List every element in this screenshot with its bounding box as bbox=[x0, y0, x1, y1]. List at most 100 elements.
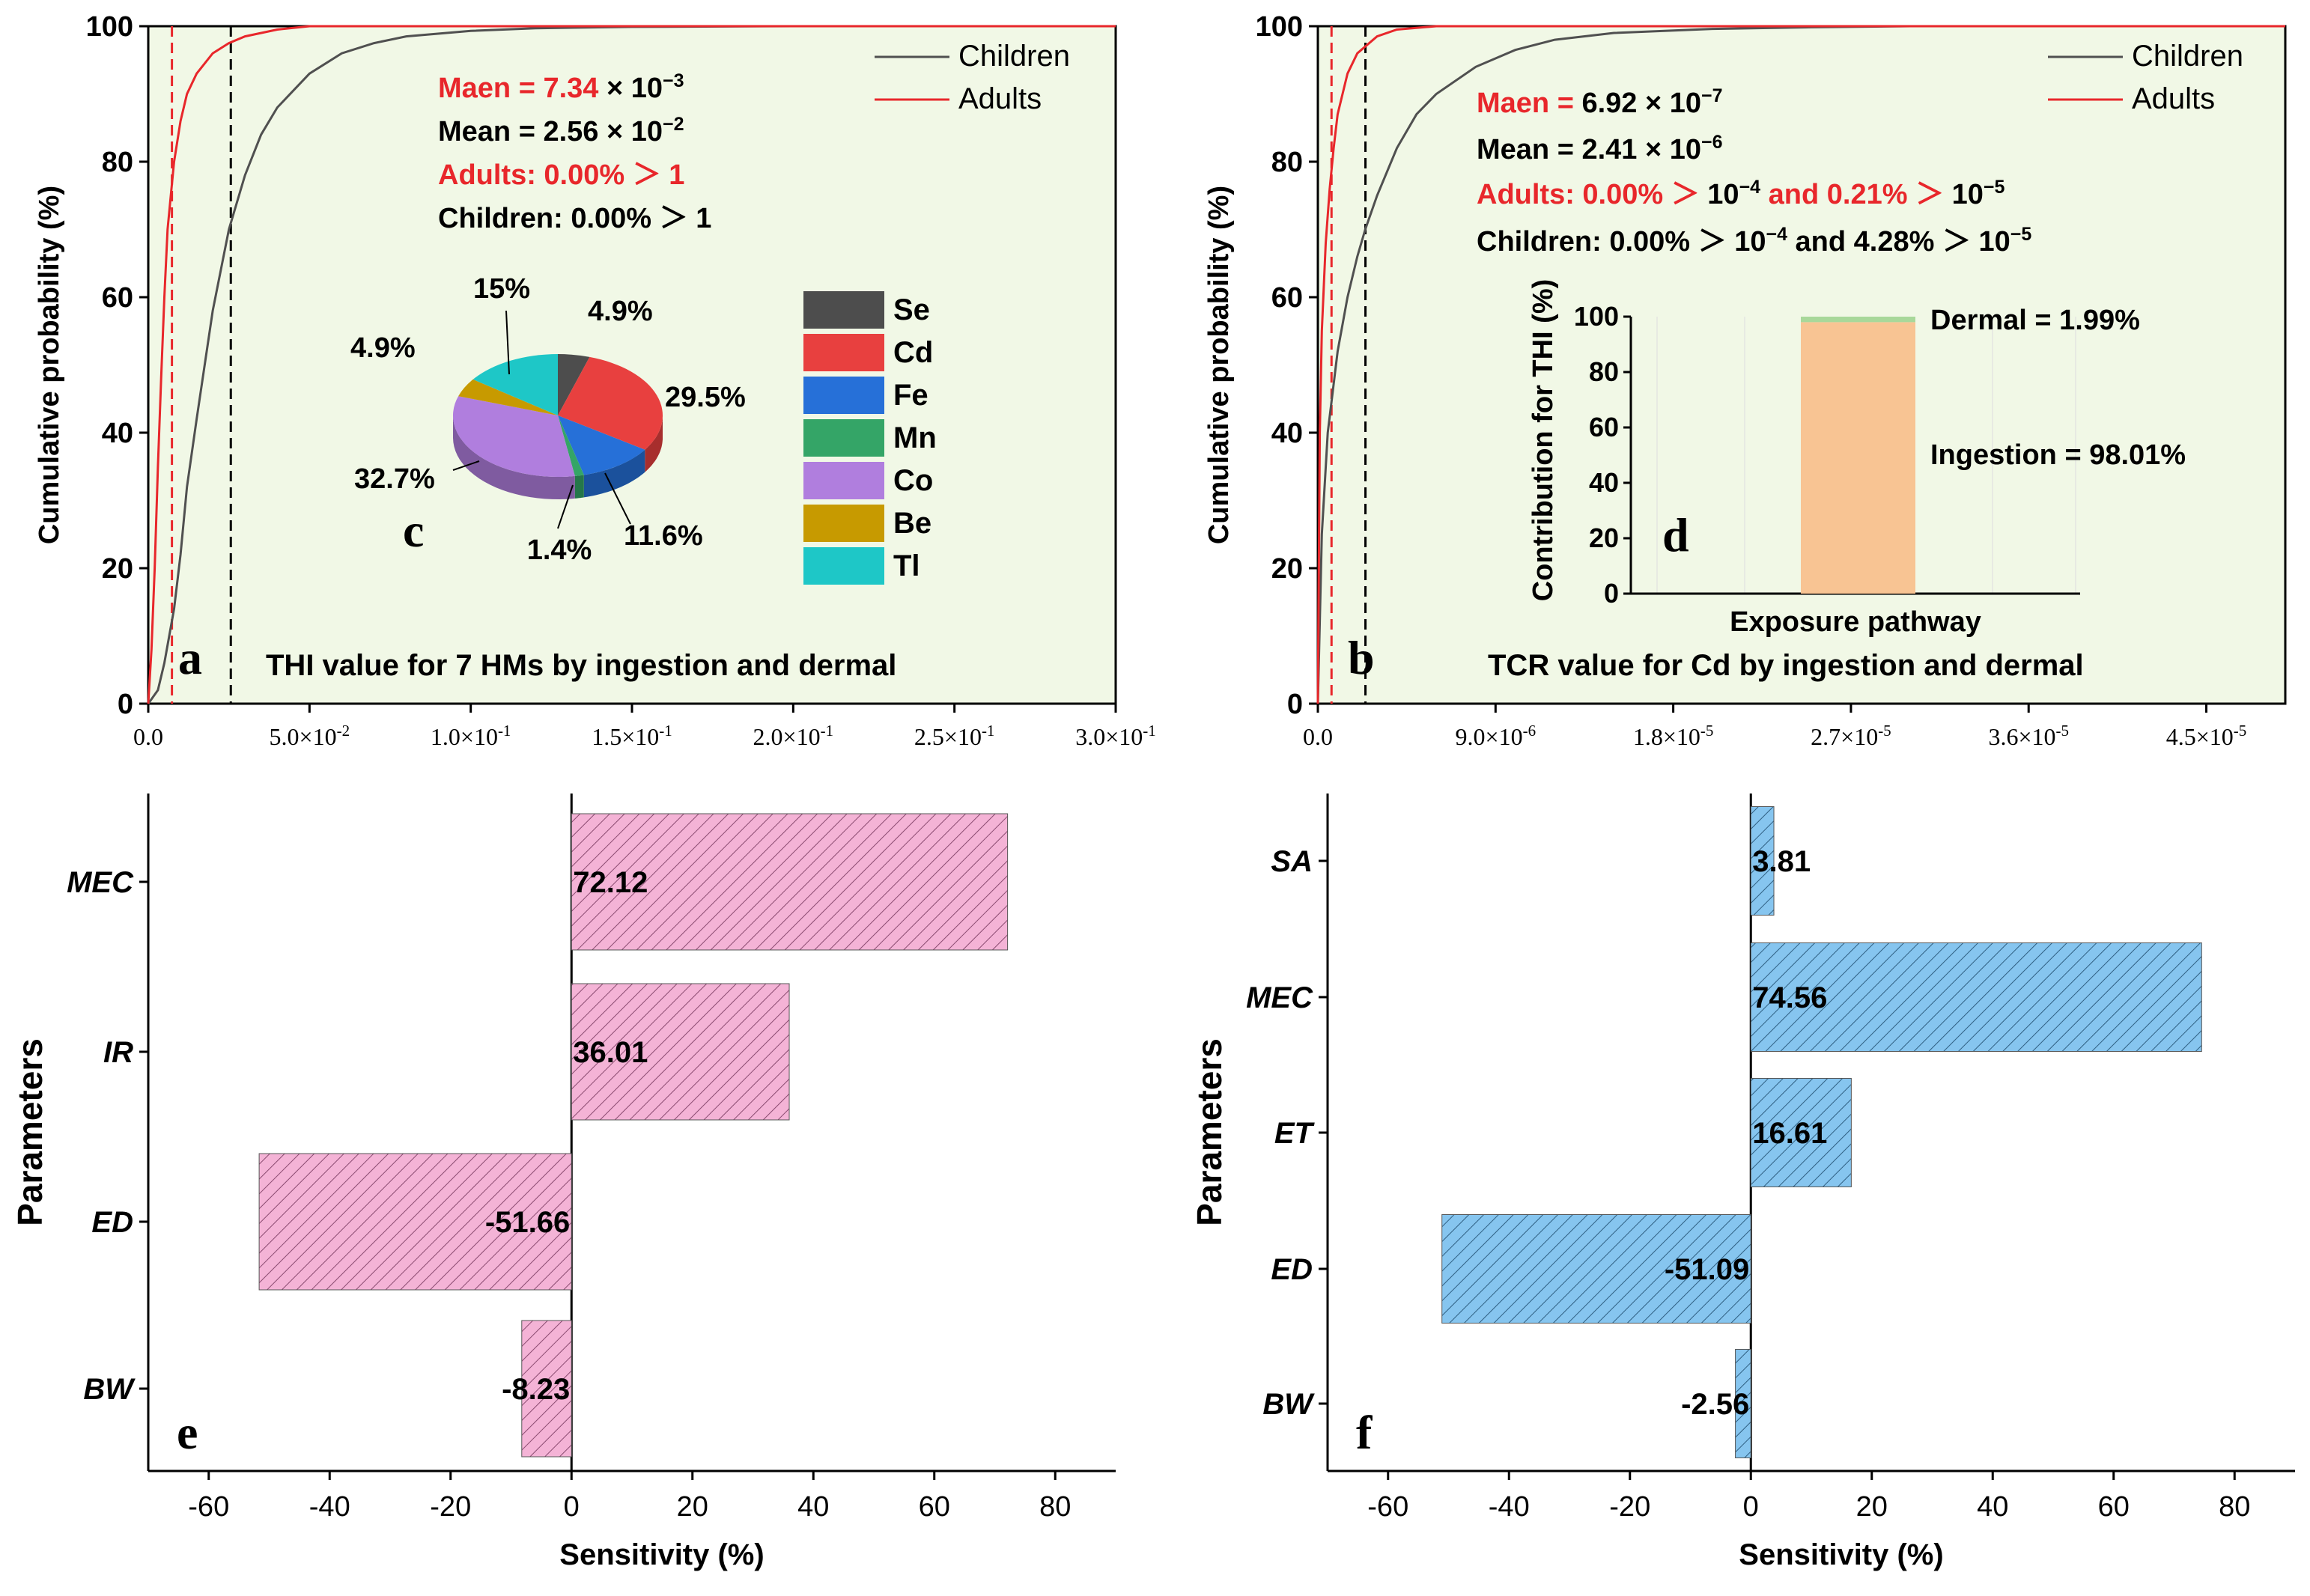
panel-caption: THI value for 7 HMs by ingestion and der… bbox=[266, 649, 896, 682]
pie-legend-swatch-se bbox=[803, 291, 884, 329]
x-tick-label: 3.0×10-1 bbox=[1075, 722, 1156, 750]
stat-adults: Adults: 0.00% ＞ 1 bbox=[438, 159, 684, 191]
y-tick-label: 100 bbox=[1574, 301, 1619, 332]
y-tick-label: 60 bbox=[1589, 412, 1619, 442]
x-tick-exponent: -2 bbox=[337, 722, 350, 740]
bar-hatch-bw bbox=[1735, 1349, 1751, 1458]
panel-letter: a bbox=[178, 631, 202, 684]
panel-letter: f bbox=[1356, 1406, 1373, 1459]
x-tick-label: 2.5×10-1 bbox=[914, 722, 995, 750]
x-tick-label: 0.0 bbox=[1303, 723, 1333, 750]
x-tick-label: -40 bbox=[309, 1491, 350, 1523]
mean-label: Mean = 2.56 × 10 bbox=[438, 116, 663, 147]
legend-label: Children bbox=[958, 40, 1070, 73]
value-label-mec: 72.12 bbox=[573, 866, 648, 899]
pie-side-mn bbox=[574, 475, 584, 499]
bar-dermal bbox=[1801, 317, 1915, 323]
y-axis-label: Cumulative probability (%) bbox=[34, 186, 65, 544]
y-tick-label: 60 bbox=[102, 282, 133, 314]
y-tick-label: 80 bbox=[102, 147, 133, 178]
y-tick-label: 20 bbox=[102, 553, 133, 585]
adults-exp2-base: 10 bbox=[1952, 179, 1984, 210]
bar-hatch-bw bbox=[521, 1320, 572, 1458]
stat-maen: Maen = 7.34 × 10−3 bbox=[438, 70, 684, 104]
ingestion-label: Ingestion = 98.01% bbox=[1930, 439, 2186, 471]
leader-line bbox=[604, 472, 631, 525]
mean-exp: −6 bbox=[1701, 132, 1723, 153]
plot-area-a bbox=[147, 25, 1117, 705]
x-tick-base: 0.0 bbox=[133, 723, 163, 750]
children-exp2: −5 bbox=[2010, 224, 2032, 245]
value-label-bw: -2.56 bbox=[1681, 1388, 1749, 1421]
category-label-et: ET bbox=[1274, 1117, 1316, 1150]
y-tick-label: 20 bbox=[1589, 523, 1619, 553]
x-tick-label: 0.0 bbox=[133, 723, 163, 750]
pie-slice-be bbox=[458, 379, 558, 415]
x-tick-base: 2.0×10 bbox=[753, 723, 821, 750]
maen-exp: −3 bbox=[663, 70, 684, 91]
pie-side-cd bbox=[645, 415, 663, 472]
x-tick-label: -20 bbox=[1609, 1491, 1650, 1523]
pie-slice-fe bbox=[558, 415, 645, 475]
pie-label-fe: 11.6% bbox=[624, 520, 703, 552]
x-tick-label: 80 bbox=[2219, 1491, 2250, 1523]
value-label-sa: 3.81 bbox=[1752, 845, 1811, 878]
panel-caption: TCR value for Cd by ingestion and dermal bbox=[1488, 649, 2084, 682]
y-axis-label: Parameters bbox=[1190, 1038, 1229, 1226]
x-tick-label: -60 bbox=[1367, 1491, 1408, 1523]
adults-a: Adults: 0.00% ＞ bbox=[1477, 179, 1707, 210]
legend-label: Adults bbox=[958, 82, 1042, 115]
pie-slice-se bbox=[558, 354, 590, 415]
pie-legend-swatch-fe bbox=[803, 377, 884, 414]
x-tick-label: 2.7×10-5 bbox=[1811, 722, 1891, 750]
adults-exp2: −5 bbox=[1984, 177, 2005, 198]
x-tick-exponent: -6 bbox=[1523, 722, 1537, 740]
x-tick-exponent: -5 bbox=[2055, 722, 2069, 740]
adults-b: and 0.21% ＞ bbox=[1760, 179, 1952, 210]
dermal-label: Dermal = 1.99% bbox=[1930, 305, 2140, 336]
leader-line bbox=[505, 310, 510, 375]
x-tick-label: 80 bbox=[1039, 1491, 1071, 1523]
series-adults bbox=[147, 25, 1116, 704]
y-tick-label: 100 bbox=[86, 11, 133, 43]
x-tick-base: 2.7×10 bbox=[1811, 723, 1878, 750]
x-tick-label: 5.0×10-2 bbox=[270, 722, 350, 750]
bar-hatch-sa bbox=[1750, 806, 1775, 916]
value-label-mec: 74.56 bbox=[1752, 981, 1827, 1014]
pie-legend-swatch-cd bbox=[803, 334, 884, 371]
panel-letter: e bbox=[177, 1406, 198, 1459]
category-label-ed: ED bbox=[91, 1206, 133, 1239]
x-tick-base: 4.5×10 bbox=[2166, 723, 2234, 750]
y-tick-label: 80 bbox=[1271, 147, 1303, 178]
y-axis-label: Contribution for THI (%) bbox=[1528, 279, 1559, 602]
value-label-ed: -51.09 bbox=[1665, 1253, 1749, 1286]
maen-label: Maen = bbox=[1477, 88, 1581, 119]
x-tick-label: -20 bbox=[430, 1491, 471, 1523]
x-tick-base: 5.0×10 bbox=[270, 723, 337, 750]
adults-exp1-base: 10 bbox=[1707, 179, 1739, 210]
panel-c: 4.9% 29.5% 11.6% 1.4% 32.7% 4.9% 15% Se Cd Fe Mn Co… bbox=[350, 273, 937, 585]
stat-mean: Mean = 2.56 × 10−2 bbox=[438, 114, 684, 147]
y-axis-label: Parameters bbox=[10, 1038, 49, 1226]
x-tick-exponent: -1 bbox=[821, 722, 834, 740]
x-tick-exponent: -5 bbox=[1878, 722, 1891, 740]
x-tick-label: 4.5×10-5 bbox=[2166, 722, 2247, 750]
x-tick-base: 1.5×10 bbox=[592, 723, 659, 750]
pie-slice-tl bbox=[472, 354, 558, 415]
panel-letter: b bbox=[1348, 631, 1375, 684]
pie-legend-label: Fe bbox=[893, 379, 928, 412]
x-axis-label: Sensitivity (%) bbox=[559, 1538, 764, 1571]
children-exp1: −4 bbox=[1766, 224, 1787, 245]
bar-ingestion bbox=[1801, 322, 1915, 594]
x-tick-base: 3.6×10 bbox=[1988, 723, 2055, 750]
y-tick-label: 0 bbox=[118, 689, 133, 720]
pie-legend-swatch-tl bbox=[803, 547, 884, 585]
x-tick-label: 40 bbox=[797, 1491, 829, 1523]
stat-adults: Adults: 0.00% ＞ 10−4 and 0.21% ＞ 10−5 bbox=[1477, 177, 2005, 210]
legend-label: Adults bbox=[2132, 82, 2215, 115]
pie-label-se: 4.9% bbox=[588, 296, 653, 327]
x-tick-label: 1.5×10-1 bbox=[592, 722, 672, 750]
adults-exp1: −4 bbox=[1739, 177, 1761, 198]
x-tick-label: 20 bbox=[677, 1491, 708, 1523]
